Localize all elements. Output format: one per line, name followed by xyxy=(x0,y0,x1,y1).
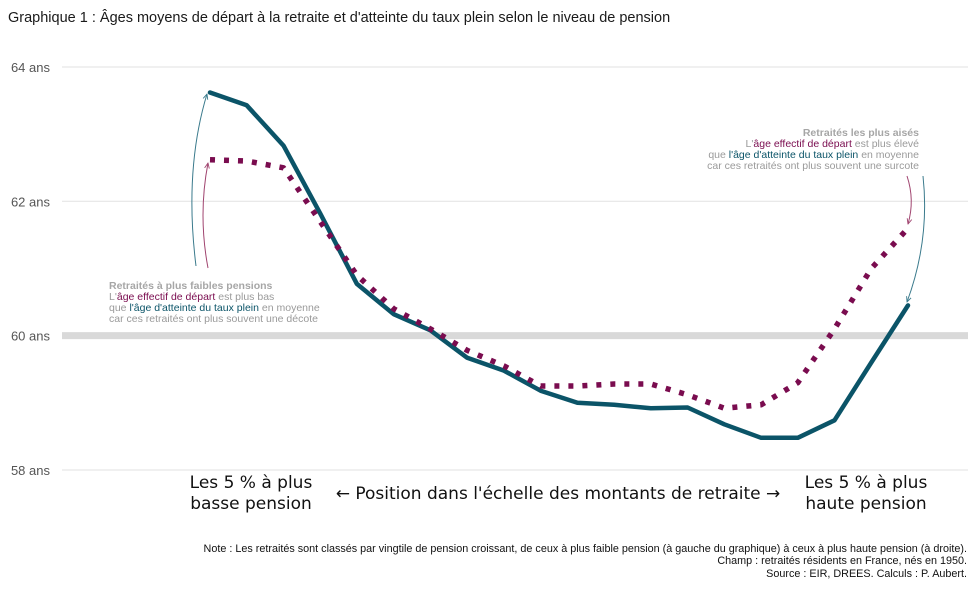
annotation-arrows xyxy=(191,94,926,302)
arrow-left-depart xyxy=(202,163,208,269)
annotation-right-line2: L'âge effectif de départ est plus élevé xyxy=(746,138,920,150)
xlabel-left-line2: basse pension xyxy=(190,494,312,514)
y-axis-ticks: 58 ans 60 ans 62 ans 64 ans xyxy=(11,60,51,478)
xlabel-left-line1: Les 5 % à plus xyxy=(190,473,313,493)
xlabel-center: ← Position dans l'échelle des montants d… xyxy=(336,484,781,504)
champ-text: Champ : retraités résidents en France, n… xyxy=(717,555,967,568)
chart-title: Graphique 1 : Âges moyens de départ à la… xyxy=(8,10,671,26)
series-line-taux_plein xyxy=(207,90,911,441)
xlabel-right-line1: Les 5 % à plus xyxy=(805,473,928,493)
annotation-right-heading: Retraités les plus aisés xyxy=(803,127,919,139)
annotation-left-line4: car ces retraités ont plus souvent une d… xyxy=(109,313,318,325)
y-tick-label: 64 ans xyxy=(11,60,51,75)
annotation-left: Retraités à plus faibles pensions L'âge … xyxy=(109,280,320,325)
arrow-left-taux-plein xyxy=(191,94,207,267)
annotation-left-line2: L'âge effectif de départ est plus bas xyxy=(109,291,274,303)
annotation-right: Retraités les plus aisés L'âge effectif … xyxy=(707,127,919,172)
arrow-right-taux-plein xyxy=(907,175,926,302)
xlabel-right-line2: haute pension xyxy=(805,494,926,514)
y-tick-label: 60 ans xyxy=(11,329,51,344)
series-group xyxy=(207,90,911,441)
y-tick-label: 58 ans xyxy=(11,463,51,478)
series-line-depart xyxy=(209,156,911,411)
annotation-left-line3: que l'âge d'atteinte du taux plein en mo… xyxy=(109,302,320,314)
arrow-right-depart xyxy=(906,175,911,224)
notes: Note : Les retraités sont classés par vi… xyxy=(204,543,967,580)
y-tick-label: 62 ans xyxy=(11,194,51,209)
note-text: Note : Les retraités sont classés par vi… xyxy=(203,543,967,555)
annotation-right-line4: car ces retraités ont plus souvent une s… xyxy=(707,160,919,172)
annotation-right-line3: que l'âge d'atteinte du taux plein en mo… xyxy=(708,149,919,161)
gridlines xyxy=(62,66,968,471)
source-text: Source : EIR, DREES. Calculs : P. Aubert… xyxy=(766,567,967,580)
annotation-left-heading: Retraités à plus faibles pensions xyxy=(109,280,273,292)
